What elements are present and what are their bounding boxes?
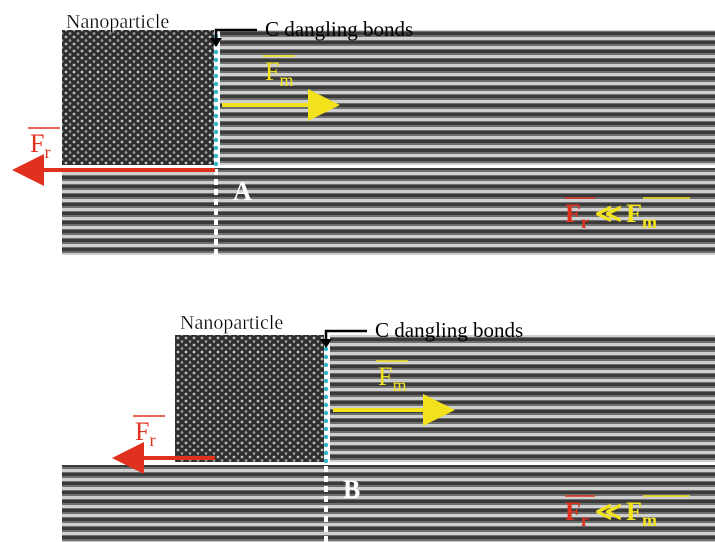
force-m-label-symbol: F	[265, 57, 279, 86]
dangling-bond	[213, 97, 219, 103]
inequality-right-sub: m	[642, 212, 657, 232]
dangling-bond	[213, 65, 219, 71]
inequality-right: F	[626, 497, 642, 526]
lower-lattice	[62, 465, 715, 542]
inequality-right-sub: m	[642, 510, 657, 530]
inequality-operator: ≪	[595, 497, 622, 526]
force-m-label: Fm	[378, 362, 406, 395]
force-m-label-subscript: m	[279, 70, 293, 90]
dangling-bond	[213, 161, 219, 167]
nanoparticle-image	[62, 30, 214, 165]
inequality: Fr ≪ Fm	[565, 199, 657, 232]
dangling-bond	[323, 354, 329, 360]
dangling-bond	[213, 57, 219, 63]
bonds-pointer	[214, 28, 257, 38]
dangling-bond	[213, 49, 219, 55]
upper-lattice	[330, 335, 715, 462]
inequality-left-sub: r	[581, 212, 589, 232]
dangling-bond	[323, 434, 329, 440]
panel-letter: A	[233, 177, 252, 206]
dangling-bond	[213, 121, 219, 127]
dangling-bond	[323, 346, 329, 352]
force-r-label-subscript: r	[149, 430, 155, 450]
bonds-pointer-head	[210, 38, 222, 47]
bonds-label: C dangling bonds	[375, 318, 523, 342]
dangling-bond	[323, 402, 329, 408]
force-r-label-subscript: r	[44, 142, 50, 162]
dangling-bond	[323, 362, 329, 368]
nanoparticle-label: Nanoparticle	[180, 312, 283, 334]
inequality-left-sub: r	[581, 510, 589, 530]
dangling-bond	[213, 145, 219, 151]
force-r-label: Fr	[30, 129, 50, 162]
dangling-bond	[213, 89, 219, 95]
upper-lattice	[220, 30, 715, 165]
dangling-bond	[323, 410, 329, 416]
dangling-bond	[323, 450, 329, 456]
lower-lattice	[62, 168, 715, 255]
inequality-operator: ≪	[595, 199, 622, 228]
dangling-bond	[213, 73, 219, 79]
force-m-label-symbol: F	[378, 362, 392, 391]
dangling-bond	[213, 129, 219, 135]
inequality: Fr ≪ Fm	[565, 497, 657, 530]
dangling-bond	[213, 153, 219, 159]
panel-letter: B	[343, 475, 360, 504]
nanoparticle-label: Nanoparticle	[66, 11, 169, 33]
dangling-bond	[213, 113, 219, 119]
force-r-label-symbol: F	[135, 417, 149, 446]
bonds-pointer-head	[320, 339, 332, 348]
dangling-bond	[323, 418, 329, 424]
dangling-bond	[323, 378, 329, 384]
dangling-bond	[213, 81, 219, 87]
force-m-label-subscript: m	[392, 375, 406, 395]
force-r-label: Fr	[135, 417, 155, 450]
nanoparticle-image	[175, 335, 324, 462]
inequality-left: F	[565, 497, 581, 526]
dangling-bond	[323, 442, 329, 448]
dangling-bond	[323, 370, 329, 376]
dangling-bond	[323, 426, 329, 432]
force-m-label: Fm	[265, 57, 293, 90]
dangling-bond	[323, 386, 329, 392]
inequality-right: F	[626, 199, 642, 228]
dangling-bond	[213, 105, 219, 111]
force-r-label-symbol: F	[30, 129, 44, 158]
bonds-label: C dangling bonds	[265, 17, 413, 41]
dangling-bond	[213, 137, 219, 143]
bonds-pointer	[324, 329, 367, 339]
inequality-left: F	[565, 199, 581, 228]
dangling-bond	[323, 394, 329, 400]
dangling-bond	[323, 458, 329, 464]
